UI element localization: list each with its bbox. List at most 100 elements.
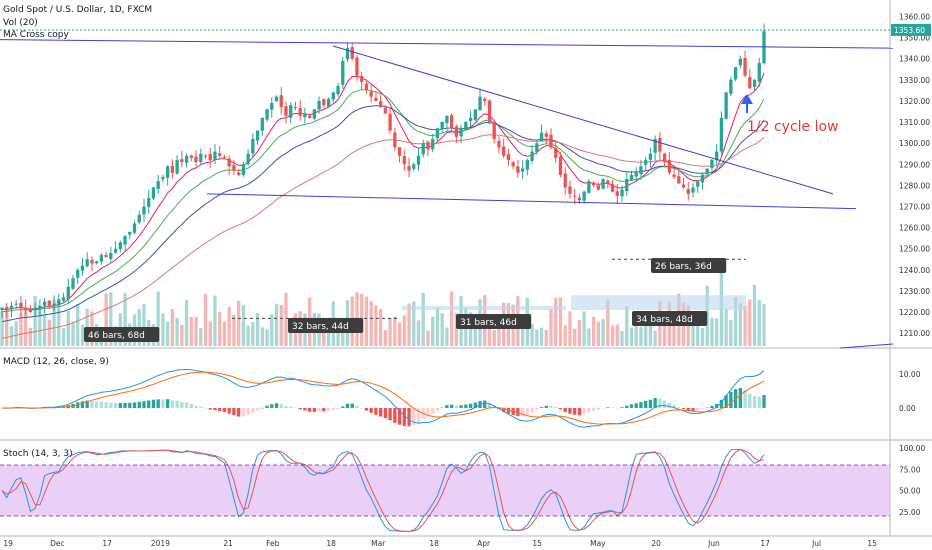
volume-indicator-label: Vol (20) bbox=[3, 18, 38, 28]
candle bbox=[634, 167, 638, 182]
candle-body bbox=[241, 164, 246, 175]
volume-bar bbox=[691, 320, 695, 346]
macd-histogram-bar bbox=[407, 408, 411, 427]
candle bbox=[360, 71, 364, 90]
price-tick: 1310.00 bbox=[899, 118, 930, 127]
macd-histogram-bar bbox=[554, 407, 558, 408]
candle bbox=[610, 179, 615, 193]
candle-body bbox=[109, 252, 113, 260]
volume-bar bbox=[492, 330, 496, 346]
candle bbox=[270, 97, 274, 118]
candle-body bbox=[293, 106, 298, 108]
candle-body bbox=[137, 214, 141, 223]
time-tick: 18 bbox=[429, 539, 439, 548]
volume-bar bbox=[639, 326, 643, 346]
candle bbox=[161, 174, 165, 183]
candle bbox=[535, 141, 539, 155]
volume-bar bbox=[700, 327, 705, 346]
candle bbox=[667, 151, 671, 175]
volume-bar bbox=[634, 314, 638, 346]
volume-bar bbox=[255, 312, 260, 346]
candle-body bbox=[629, 174, 634, 181]
candle-body bbox=[170, 165, 175, 173]
time-tick: 18 bbox=[326, 539, 336, 548]
volume-bar bbox=[227, 306, 231, 346]
macd-histogram-bar bbox=[317, 408, 321, 412]
volume-bar bbox=[28, 327, 33, 346]
macd-histogram-bar bbox=[691, 408, 695, 411]
candle bbox=[341, 56, 345, 90]
candle-body bbox=[279, 95, 283, 108]
volume-bar bbox=[80, 324, 85, 346]
moving-average-1 bbox=[1, 89, 765, 313]
ma-cross-label: MA Cross copy bbox=[3, 30, 69, 40]
stoch-d-line bbox=[1, 449, 765, 532]
volume-bar bbox=[558, 297, 563, 346]
candle-body bbox=[752, 79, 757, 87]
time-tick: May bbox=[590, 539, 606, 548]
macd-histogram-bar bbox=[525, 408, 530, 415]
candle bbox=[416, 148, 421, 171]
candle-body bbox=[161, 176, 165, 180]
candle bbox=[293, 101, 298, 111]
volume-bar bbox=[416, 320, 421, 346]
range-box-4 bbox=[571, 295, 746, 310]
candle bbox=[128, 231, 132, 240]
macd-histogram-bar bbox=[658, 398, 662, 408]
trendlines[interactable] bbox=[0, 39, 894, 349]
time-axis[interactable]: 19 Dec 17 2019 21 Feb 18 Mar 18 Apr 15 May 20 Jun 17 Ju… bbox=[3, 539, 877, 548]
candle-body bbox=[653, 138, 657, 153]
candle bbox=[260, 117, 264, 136]
candle-body bbox=[208, 154, 212, 161]
candle-body bbox=[558, 156, 563, 175]
moving-average-3 bbox=[1, 134, 765, 339]
price-tick: 1230.00 bbox=[899, 287, 930, 296]
macd-histogram-bar bbox=[591, 408, 596, 411]
volume-bar bbox=[246, 325, 250, 346]
macd-tick: 10.00 bbox=[899, 370, 921, 379]
candle-body bbox=[218, 153, 222, 156]
candle bbox=[525, 158, 530, 176]
macd-histogram-bar bbox=[322, 408, 326, 412]
macd-histogram-bar bbox=[341, 406, 345, 408]
lower-trendline bbox=[839, 343, 894, 349]
volume-bar bbox=[738, 303, 742, 346]
volume-bar bbox=[748, 299, 752, 346]
candle-body bbox=[454, 126, 459, 137]
macd-histogram-bar bbox=[686, 408, 690, 411]
candle-body bbox=[700, 174, 705, 183]
macd-histogram-bar bbox=[710, 405, 714, 408]
volume-bar bbox=[388, 318, 392, 346]
price-axis[interactable]: 1210.00 1220.00 1230.00 1240.00 1250.00 1260.… bbox=[0, 12, 931, 517]
volume-bar bbox=[203, 293, 208, 346]
candle bbox=[426, 140, 430, 157]
macd-histogram-bar bbox=[208, 408, 212, 410]
candle bbox=[407, 157, 411, 178]
volume-bar bbox=[364, 296, 369, 346]
candle bbox=[0, 306, 4, 318]
candle-body bbox=[336, 86, 340, 95]
macd-histogram-bar bbox=[203, 407, 208, 409]
volume-bar bbox=[582, 311, 586, 346]
candle bbox=[582, 190, 586, 204]
candle bbox=[658, 132, 662, 160]
macd-histogram-bar bbox=[568, 408, 572, 414]
macd-histogram-bar bbox=[506, 408, 511, 414]
macd-histogram-bar bbox=[260, 407, 264, 409]
candle bbox=[113, 241, 118, 254]
candle bbox=[629, 170, 634, 181]
volume-bar bbox=[213, 295, 217, 346]
volume-bar bbox=[57, 304, 61, 346]
volume-bar bbox=[591, 316, 596, 346]
candle bbox=[620, 185, 624, 202]
candle-body bbox=[610, 184, 615, 192]
volume-bar bbox=[568, 311, 572, 346]
macd-histogram-bar bbox=[307, 408, 312, 412]
candle-body bbox=[128, 231, 132, 235]
macd-histogram-bar bbox=[431, 408, 435, 414]
candle bbox=[511, 161, 515, 170]
candle-body bbox=[388, 113, 392, 131]
candle-body bbox=[658, 137, 662, 152]
price-tick: 1280.00 bbox=[899, 181, 930, 190]
